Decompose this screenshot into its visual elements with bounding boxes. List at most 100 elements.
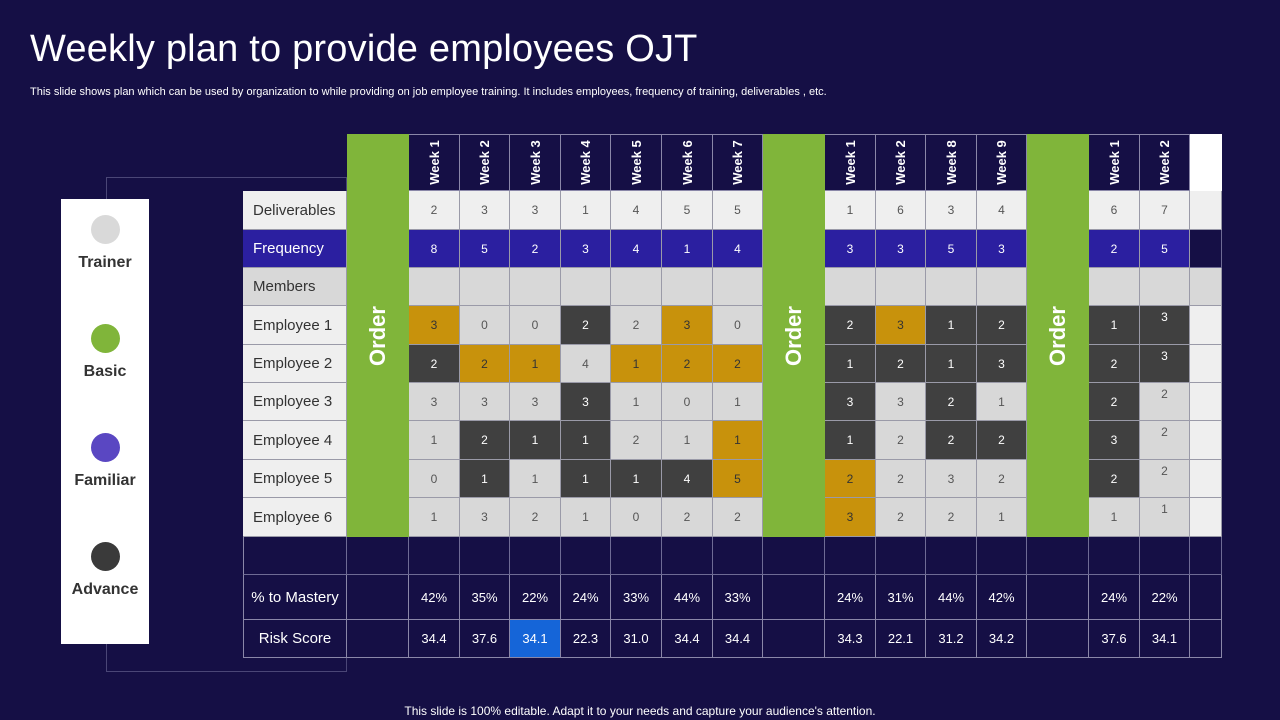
- blank-cell: [460, 537, 510, 575]
- risk-cell: 31.0: [611, 620, 662, 658]
- mastery-cell: 42%: [409, 575, 460, 620]
- employee-cell: 1: [662, 421, 713, 460]
- employee-cell: 1: [460, 460, 510, 498]
- mastery-cell: 24%: [1089, 575, 1140, 620]
- employee-cell: 2: [1089, 345, 1140, 383]
- frequency-cell: 5: [1140, 230, 1190, 268]
- employee-cell: 3: [876, 383, 926, 421]
- blank-cell: [510, 537, 561, 575]
- week-header: Week 3: [510, 134, 561, 191]
- mastery-cell: 22%: [510, 575, 561, 620]
- employee-cell: 1: [561, 421, 611, 460]
- employee-cell: 2: [876, 345, 926, 383]
- employee-cell: 2: [460, 421, 510, 460]
- employee-cell: 0: [409, 460, 460, 498]
- deliverables-cell: 3: [926, 191, 977, 230]
- order-label: Order: [364, 305, 390, 366]
- employee-cell: 1: [1089, 498, 1140, 537]
- members-cell: [460, 268, 510, 306]
- week-header: Week 1: [1089, 134, 1140, 191]
- order-blank-cell: [347, 537, 409, 575]
- employee-cell: 1: [1140, 498, 1190, 537]
- row-label-frequency: Frequency: [243, 230, 347, 268]
- employee-cell: 1: [825, 421, 876, 460]
- members-cell: [1140, 268, 1190, 306]
- blank-cell: [1089, 537, 1140, 575]
- employee-cell: 0: [611, 498, 662, 537]
- members-cell: [825, 268, 876, 306]
- order-label: Order: [1044, 305, 1070, 366]
- blank-cell: [662, 537, 713, 575]
- week-header: Week 5: [611, 134, 662, 191]
- slide-subtitle: This slide shows plan which can be used …: [30, 86, 827, 98]
- risk-cell: 34.4: [662, 620, 713, 658]
- risk-cell: 34.2: [977, 620, 1027, 658]
- employee-cell: 2: [713, 345, 763, 383]
- members-cell: [926, 268, 977, 306]
- row-label-risk: Risk Score: [243, 620, 347, 658]
- employee-cell: 1: [611, 345, 662, 383]
- legend-dot-icon: [90, 324, 120, 353]
- order-mastery-cell: [1027, 575, 1089, 620]
- header-trailing-cell: [1190, 134, 1222, 191]
- row-label-blank: [243, 537, 347, 575]
- members-cell: [977, 268, 1027, 306]
- employee-cell: 3: [561, 383, 611, 421]
- week-header: Week 6: [662, 134, 713, 191]
- mastery-cell: 42%: [977, 575, 1027, 620]
- risk-cell: 31.2: [926, 620, 977, 658]
- trailing-cell: [1190, 421, 1222, 460]
- frequency-cell: 3: [825, 230, 876, 268]
- week-header: Week 7: [713, 134, 763, 191]
- deliverables-cell: 5: [662, 191, 713, 230]
- employee-cell: 3: [510, 383, 561, 421]
- order-blank-cell: [1027, 537, 1089, 575]
- mastery-cell: 24%: [561, 575, 611, 620]
- trailing-cell: [1190, 537, 1222, 575]
- blank-cell: [825, 537, 876, 575]
- deliverables-cell: 3: [460, 191, 510, 230]
- mastery-cell: 24%: [825, 575, 876, 620]
- employee-cell: 2: [926, 421, 977, 460]
- employee-cell: 3: [460, 498, 510, 537]
- frequency-cell: 3: [876, 230, 926, 268]
- employee-cell: 1: [977, 383, 1027, 421]
- employee-cell: 1: [825, 345, 876, 383]
- trailing-cell: [1190, 460, 1222, 498]
- deliverables-cell: 1: [825, 191, 876, 230]
- employee-cell: 1: [611, 460, 662, 498]
- deliverables-cell: 1: [561, 191, 611, 230]
- employee-cell: 2: [876, 498, 926, 537]
- order-risk-cell: [1027, 620, 1089, 658]
- employee-cell: 2: [611, 421, 662, 460]
- mastery-cell: 35%: [460, 575, 510, 620]
- employee-cell: 3: [926, 460, 977, 498]
- legend-panel: Trainer Basic Familiar Advance: [61, 199, 149, 644]
- legend-label: Advance: [71, 581, 139, 598]
- deliverables-cell: 6: [1089, 191, 1140, 230]
- employee-cell: 1: [409, 421, 460, 460]
- employee-cell: 2: [1140, 460, 1190, 498]
- employee-cell: 2: [460, 345, 510, 383]
- employee-cell: 0: [510, 306, 561, 345]
- row-label-employee: Employee 3: [243, 383, 347, 421]
- employee-cell: 2: [977, 421, 1027, 460]
- employee-cell: 0: [460, 306, 510, 345]
- blank-cell: [926, 537, 977, 575]
- legend-item-trainer: Trainer: [61, 215, 149, 272]
- employee-cell: 3: [662, 306, 713, 345]
- week-header: Week 8: [926, 134, 977, 191]
- legend-label: Basic: [83, 363, 127, 380]
- risk-cell: 37.6: [1089, 620, 1140, 658]
- trailing-cell: [1190, 191, 1222, 230]
- employee-cell: 1: [510, 460, 561, 498]
- blank-cell: [977, 537, 1027, 575]
- legend-item-familiar: Familiar: [61, 433, 149, 490]
- blank-cell: [611, 537, 662, 575]
- legend-dot-icon: [90, 215, 120, 244]
- mastery-cell: 44%: [926, 575, 977, 620]
- deliverables-cell: 7: [1140, 191, 1190, 230]
- week-header: Week 2: [1140, 134, 1190, 191]
- row-label-employee: Employee 6: [243, 498, 347, 537]
